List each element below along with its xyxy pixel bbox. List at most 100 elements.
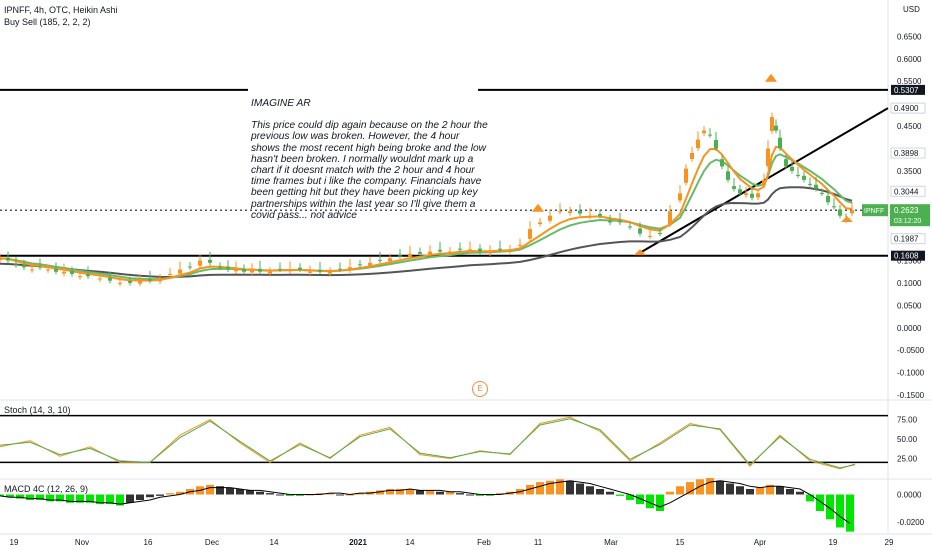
candle-body [6, 257, 10, 261]
candle-body [668, 211, 672, 225]
price-tick-label: 0.6000 [897, 55, 922, 64]
price-tick-label: -0.1500 [897, 391, 925, 400]
price-level-tag [890, 102, 926, 114]
annotation-note[interactable]: IMAGINE AR This price could dip again be… [251, 98, 491, 221]
earnings-badge[interactable]: E [472, 381, 488, 397]
candle-body [378, 259, 382, 261]
time-tick-label: 16 [144, 538, 153, 547]
macd-bar [146, 494, 154, 498]
macd-bar [66, 494, 74, 503]
candle-body [578, 210, 582, 214]
candle-body [538, 222, 542, 224]
symbol-title[interactable]: IPNFF, 4h, OTC, Heikin Ashi [4, 5, 118, 15]
candle-body [468, 249, 472, 252]
macd-bar [56, 494, 64, 502]
price-tick-label: 0.1000 [897, 279, 922, 288]
candle-body [658, 232, 662, 234]
time-tick-label: Nov [75, 538, 89, 547]
candle-body [308, 271, 312, 273]
price-tick-label: 0.5500 [897, 77, 922, 86]
candle-body [608, 220, 612, 223]
time-tick-label: Feb [477, 538, 491, 547]
candle-body [720, 159, 724, 167]
candle-body [744, 193, 748, 196]
macd-bar [456, 493, 464, 495]
macd-bar [26, 494, 34, 500]
candle-body [38, 266, 42, 268]
time-tick-label: 19 [829, 538, 838, 547]
macd-bar [806, 494, 814, 502]
time-tick-label: 19 [10, 538, 19, 547]
macd-bar [476, 494, 484, 496]
price-level-tag-text: 0.1608 [894, 252, 919, 261]
candle-body [428, 251, 432, 255]
macd-bar [256, 491, 264, 495]
candle-body [118, 282, 122, 284]
stoch-label[interactable]: Stoch (14, 3, 10) [4, 405, 71, 415]
price-level-tag-text: 0.1987 [894, 235, 919, 244]
macd-bar [566, 480, 574, 495]
annotation-body: This price could dip again because on th… [251, 120, 488, 221]
symbol-tag-text: IPNFF [864, 208, 884, 215]
candle-body [54, 268, 58, 272]
sell-marker-icon [841, 215, 853, 222]
macd-bar [636, 494, 644, 505]
macd-label[interactable]: MACD 4C (12, 26, 9) [4, 484, 89, 494]
macd-bar [86, 494, 94, 503]
macd-bar [836, 494, 844, 528]
candle-body [318, 269, 322, 272]
candle-body [820, 192, 824, 194]
macd-bar [436, 491, 444, 495]
candle-body [770, 117, 774, 131]
candle-body [684, 168, 688, 183]
candle-body [14, 264, 18, 266]
price-level-tag-text: 0.5307 [894, 86, 919, 95]
buy-marker-icon [532, 203, 544, 212]
macd-bar [546, 480, 554, 495]
stoch-tick-label: 75.00 [897, 416, 918, 425]
macd-bar [726, 483, 734, 495]
macd-bar [266, 493, 274, 495]
buy-marker-icon [765, 73, 777, 82]
macd-bar [426, 490, 434, 495]
candle-body [750, 193, 754, 198]
macd-bar [6, 494, 14, 498]
candle-body [784, 159, 788, 167]
indicator-buy-sell-label[interactable]: Buy Sell (185, 2, 2, 2) [4, 17, 91, 27]
candle-body [598, 213, 602, 216]
macd-bar [576, 483, 584, 495]
candle-body [814, 184, 818, 189]
macd-bar [416, 490, 424, 495]
candle-body [448, 251, 452, 254]
candle-body [234, 269, 238, 272]
candle-body [508, 249, 512, 252]
candle-body [518, 244, 522, 246]
candle-body [738, 189, 742, 194]
candle-body [198, 260, 202, 266]
macd-bar [776, 486, 784, 495]
candle-body [558, 211, 562, 213]
candle-body [458, 248, 462, 250]
price-tick-label: 0.4500 [897, 122, 922, 131]
candle-body [108, 277, 112, 281]
macd-bar [96, 494, 104, 505]
candle-body [348, 267, 352, 271]
candle-body [690, 152, 694, 160]
macd-bar [166, 493, 174, 495]
price-tick-label: -0.1000 [897, 369, 925, 378]
stoch-line-d [0, 418, 856, 469]
price-level-tag [890, 147, 926, 159]
candle-body [288, 269, 292, 272]
macd-bar [126, 494, 134, 503]
candle-body [796, 174, 800, 176]
candle-body [78, 276, 82, 278]
candle-body [408, 253, 412, 257]
macd-bar [76, 494, 84, 503]
candle-body [438, 249, 442, 252]
macd-tick-label: -0.0200 [897, 518, 925, 527]
candle-body [388, 258, 392, 262]
macd-bar [236, 489, 244, 495]
price-tick-label: -0.0500 [897, 346, 925, 355]
candle-body [732, 186, 736, 189]
